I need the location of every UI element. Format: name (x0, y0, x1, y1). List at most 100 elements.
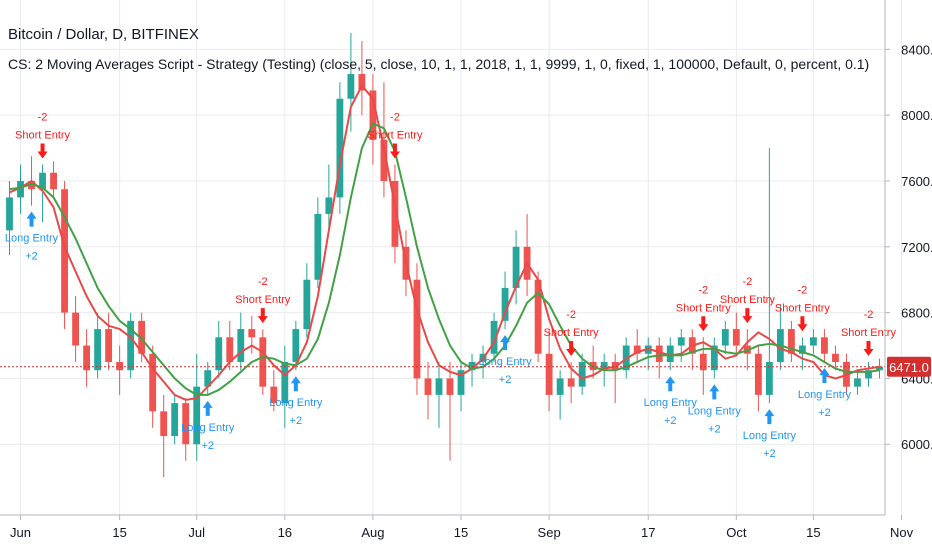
candle-body (193, 386, 201, 445)
candle-body (17, 180, 24, 198)
candle-body (369, 90, 377, 140)
short-entry-label: Short Entry (676, 302, 732, 314)
last-price-label: 6471.0 (889, 360, 929, 375)
candle-body (787, 329, 795, 354)
long-entry-arrow-icon (290, 376, 301, 392)
x-tick-label: Jul (188, 525, 205, 540)
candle-body (138, 320, 146, 354)
candle-body (83, 345, 91, 371)
candle-body (6, 197, 13, 231)
x-tick-label: 15 (806, 525, 820, 540)
candle-body (248, 329, 256, 338)
candle-body (435, 378, 443, 395)
x-tick-label: 17 (641, 525, 655, 540)
candle-body (501, 287, 509, 321)
candle-body (710, 345, 718, 371)
candle-body (578, 361, 586, 387)
short-entry-qty: -2 (798, 284, 808, 296)
short-entry-arrow-icon (566, 340, 577, 356)
x-tick-label: Sep (538, 525, 561, 540)
candle-body (281, 361, 289, 404)
candle-body (215, 337, 223, 371)
long-entry-label: Long Entry (181, 422, 235, 434)
long-entry-qty: +2 (708, 423, 721, 435)
short-entry-label: Short Entry (775, 302, 831, 314)
trade-signals: Long Entry +2 Short Entry -2 Long Entry +2 Sho… (5, 112, 897, 461)
candles (6, 32, 883, 478)
candle-body (567, 378, 575, 387)
y-tick-label: 7200.0 (901, 240, 932, 255)
short-entry-arrow-icon (797, 316, 808, 332)
candle-body (149, 353, 157, 412)
long-entry-label: Long Entry (478, 356, 532, 368)
short-entry-label: Short Entry (720, 294, 776, 306)
ma-fast-line (9, 83, 880, 401)
long-entry-qty: +2 (763, 448, 776, 460)
short-entry-label: Short Entry (841, 327, 897, 339)
candle-body (237, 329, 245, 362)
candle-body (655, 345, 663, 362)
chart-title: Bitcoin / Dollar, D, BITFINEX (8, 26, 199, 43)
candle-body (204, 370, 212, 387)
candle-body (457, 370, 465, 395)
short-entry-arrow-icon (863, 340, 874, 356)
ma-slow-line (9, 122, 880, 396)
x-tick-label: Oct (726, 525, 747, 540)
long-entry-label: Long Entry (688, 405, 742, 417)
candle-body (732, 329, 740, 346)
x-tick-label: Nov (890, 525, 914, 540)
candle-body (94, 329, 102, 371)
candle-body (72, 312, 79, 346)
candle-body (303, 279, 311, 330)
candle-body (832, 353, 839, 362)
x-tick-label: 16 (278, 525, 292, 540)
short-entry-label: Short Entry (15, 130, 71, 142)
candle-body (545, 353, 553, 395)
candle-body (424, 378, 432, 395)
candle-body (226, 337, 234, 362)
y-tick-label: 6000.0 (901, 437, 932, 452)
long-entry-qty: +2 (818, 407, 831, 419)
indicator-legend[interactable]: CS: 2 Moving Averages Script - Strategy … (8, 56, 870, 72)
candle-body (358, 74, 366, 91)
short-entry-qty: -2 (742, 276, 752, 288)
y-tick-label: 8400.0 (901, 42, 932, 57)
candle-body (105, 329, 113, 362)
long-entry-qty: +2 (25, 251, 38, 263)
candle-body (347, 74, 355, 99)
long-entry-arrow-icon (500, 335, 511, 351)
short-entry-label: Short Entry (544, 327, 600, 339)
x-tick-label: Aug (361, 525, 384, 540)
candle-body (413, 279, 421, 379)
candle-body (292, 329, 300, 362)
x-tick-label: 15 (454, 525, 468, 540)
candle-body (677, 337, 685, 346)
candle-body (699, 353, 707, 371)
candle-body (61, 189, 68, 313)
axes (0, 0, 886, 516)
candle-body (765, 361, 773, 395)
long-entry-arrow-icon (764, 409, 775, 425)
short-entry-qty: -2 (698, 284, 708, 296)
short-entry-label: Short Entry (235, 294, 291, 306)
short-entry-label: Short Entry (367, 130, 423, 142)
price-axis[interactable]: 6000.06400.06800.07200.07600.08000.08400… (885, 42, 932, 452)
time-axis[interactable]: Jun 15 Jul 16 Aug 15 Sep 17 Oct 15 Nov (10, 515, 914, 540)
short-entry-arrow-icon (742, 308, 753, 324)
candle-body (821, 337, 828, 354)
last-price-tag: 6471.0 (887, 356, 931, 377)
long-entry-arrow-icon (26, 211, 37, 227)
long-entry-arrow-icon (709, 384, 720, 400)
long-entry-label: Long Entry (269, 397, 323, 409)
candle-body (314, 213, 322, 280)
y-tick-label: 6800.0 (901, 306, 932, 321)
long-entry-qty: +2 (290, 415, 303, 427)
long-entry-arrow-icon (665, 376, 676, 392)
candle-body (160, 411, 168, 437)
candle-body (754, 353, 762, 395)
candle-body (512, 246, 520, 288)
long-entry-arrow-icon (819, 367, 830, 383)
candle-body (391, 180, 399, 247)
short-entry-qty: -2 (258, 276, 268, 288)
